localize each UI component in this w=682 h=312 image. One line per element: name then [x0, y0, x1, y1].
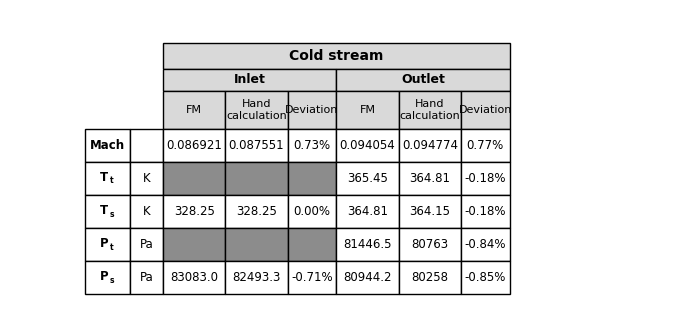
Bar [130, 228, 163, 261]
Text: -0.85%: -0.85% [464, 271, 506, 285]
Bar [288, 195, 336, 228]
Bar [225, 162, 288, 195]
Text: Pa: Pa [140, 238, 153, 251]
Text: FM: FM [359, 105, 376, 115]
Text: 0.77%: 0.77% [466, 139, 504, 152]
Bar [461, 91, 509, 129]
Text: 0.086921: 0.086921 [166, 139, 222, 152]
Text: t: t [110, 176, 114, 185]
Bar [163, 129, 225, 162]
Text: 364.15: 364.15 [409, 205, 450, 218]
Bar [85, 129, 130, 162]
Text: Mach: Mach [90, 139, 125, 152]
Text: -0.18%: -0.18% [464, 205, 506, 218]
Bar [336, 69, 509, 91]
Bar [461, 228, 509, 261]
Text: Hand
calculation: Hand calculation [226, 99, 287, 120]
Bar [336, 195, 399, 228]
Text: t: t [110, 243, 114, 252]
Text: T: T [100, 171, 108, 184]
Bar [163, 162, 225, 195]
Text: 0.73%: 0.73% [293, 139, 331, 152]
Text: Hand
calculation: Hand calculation [400, 99, 460, 120]
Text: P: P [100, 271, 108, 284]
Bar [461, 261, 509, 295]
Text: 0.00%: 0.00% [293, 205, 331, 218]
Bar [163, 195, 225, 228]
Bar [130, 195, 163, 228]
Bar [163, 261, 225, 295]
Bar [225, 129, 288, 162]
Bar [225, 228, 288, 261]
Bar [399, 162, 461, 195]
Bar [336, 129, 399, 162]
Bar [288, 228, 336, 261]
Text: 83083.0: 83083.0 [170, 271, 218, 285]
Text: 80763: 80763 [411, 238, 449, 251]
Bar [336, 228, 399, 261]
Text: -0.18%: -0.18% [464, 172, 506, 185]
Bar [399, 261, 461, 295]
Text: -0.84%: -0.84% [464, 238, 506, 251]
Bar [85, 69, 163, 91]
Text: 328.25: 328.25 [236, 205, 277, 218]
Bar [461, 162, 509, 195]
Bar [130, 129, 163, 162]
Bar [163, 69, 336, 91]
Text: 0.087551: 0.087551 [228, 139, 284, 152]
Bar [225, 261, 288, 295]
Text: Deviation: Deviation [459, 105, 512, 115]
Bar [461, 129, 509, 162]
Text: Pa: Pa [140, 271, 153, 285]
Text: P: P [100, 237, 108, 250]
Bar [399, 195, 461, 228]
Bar [288, 162, 336, 195]
Text: 80944.2: 80944.2 [343, 271, 391, 285]
Bar [225, 195, 288, 228]
Text: -0.71%: -0.71% [291, 271, 333, 285]
Text: T: T [100, 204, 108, 217]
Text: 364.81: 364.81 [409, 172, 450, 185]
Bar [85, 228, 130, 261]
Text: FM: FM [186, 105, 202, 115]
Bar [85, 43, 163, 69]
Bar [163, 43, 509, 69]
Bar [163, 91, 225, 129]
Bar [85, 261, 130, 295]
Bar [85, 162, 130, 195]
Text: K: K [143, 172, 150, 185]
Bar [288, 129, 336, 162]
Text: 365.45: 365.45 [347, 172, 388, 185]
Bar [461, 195, 509, 228]
Bar [225, 91, 288, 129]
Text: 81446.5: 81446.5 [343, 238, 391, 251]
Text: 0.094054: 0.094054 [340, 139, 396, 152]
Text: Inlet: Inlet [234, 73, 265, 86]
Text: 364.81: 364.81 [347, 205, 388, 218]
Bar [85, 195, 130, 228]
Bar [288, 261, 336, 295]
Bar [399, 129, 461, 162]
Text: K: K [143, 205, 150, 218]
Bar [130, 162, 163, 195]
Text: 328.25: 328.25 [174, 205, 215, 218]
Bar [399, 228, 461, 261]
Bar [399, 91, 461, 129]
Bar [288, 91, 336, 129]
Bar [85, 91, 163, 129]
Bar [336, 261, 399, 295]
Text: 0.094774: 0.094774 [402, 139, 458, 152]
Text: Outlet: Outlet [401, 73, 445, 86]
Text: Cold stream: Cold stream [289, 49, 383, 63]
Bar [130, 261, 163, 295]
Text: 82493.3: 82493.3 [233, 271, 281, 285]
Bar [336, 91, 399, 129]
Text: s: s [110, 276, 114, 285]
Text: 80258: 80258 [411, 271, 448, 285]
Text: Deviation: Deviation [285, 105, 339, 115]
Bar [163, 228, 225, 261]
Bar [336, 162, 399, 195]
Text: s: s [110, 210, 114, 218]
